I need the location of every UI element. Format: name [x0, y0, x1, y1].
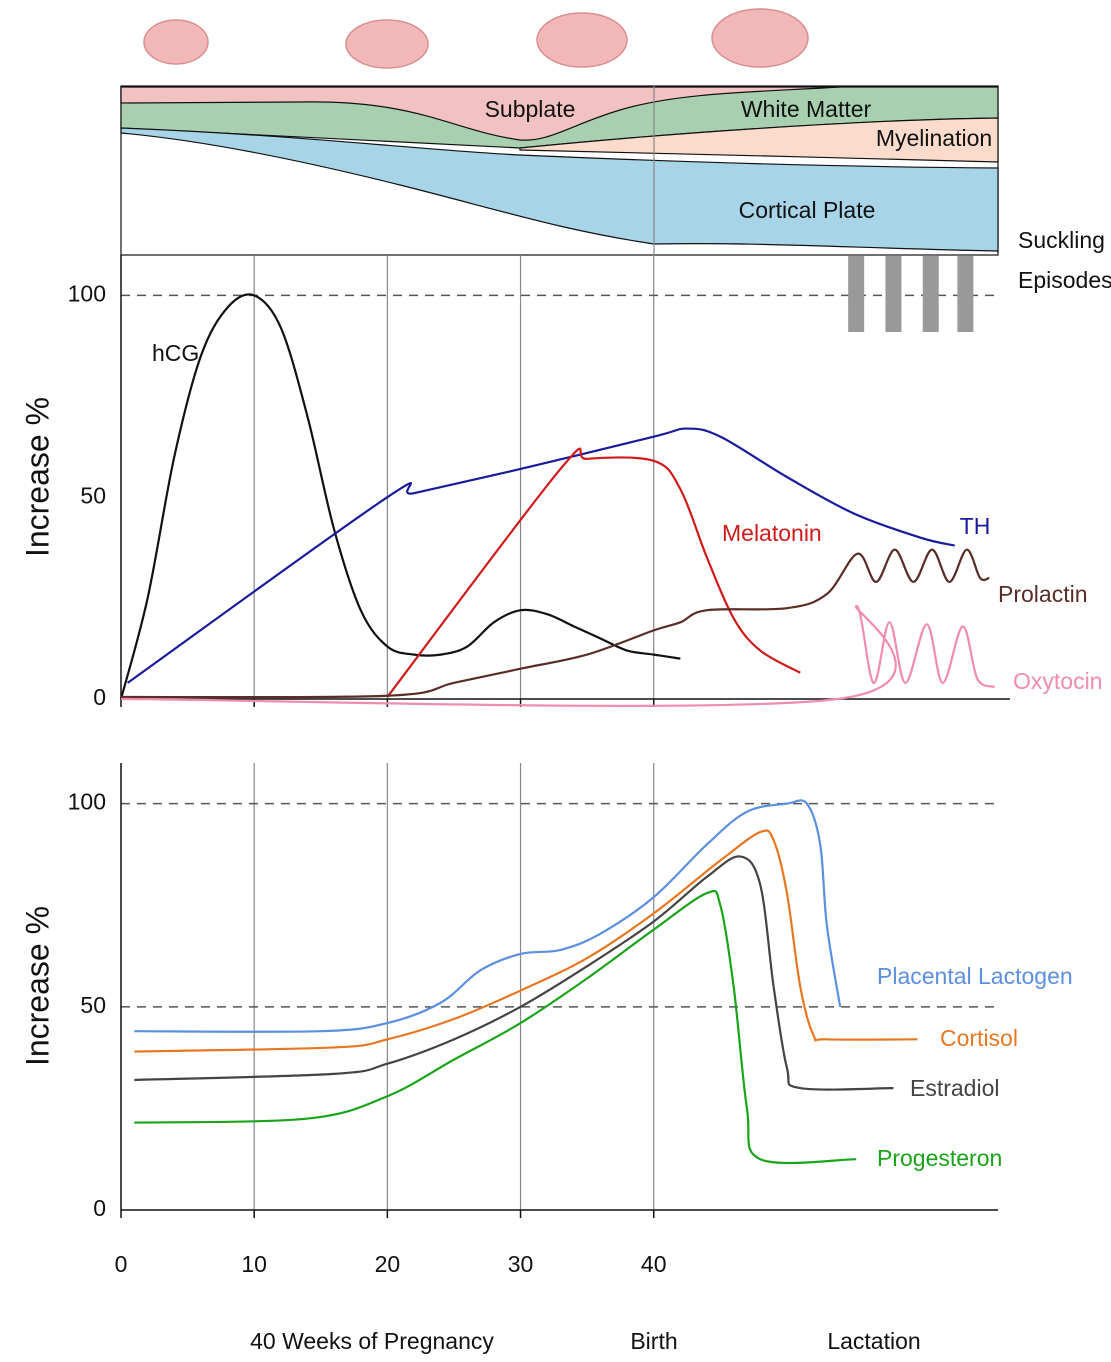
- y-tick-label: 0: [93, 1195, 106, 1221]
- layer-label: White Matter: [741, 96, 872, 122]
- series-label: TH: [960, 513, 991, 539]
- x-tick-label: 40: [641, 1251, 667, 1277]
- y-tick-label: 50: [80, 992, 106, 1018]
- layer-label: Subplate: [485, 96, 576, 122]
- brain-icon: [345, 19, 429, 69]
- cortical-plate-layer: [120, 127, 999, 252]
- series-line: [134, 855, 894, 1091]
- series-line: [127, 427, 955, 684]
- series-label: Prolactin: [998, 581, 1087, 607]
- x-tick-label: 20: [375, 1251, 401, 1277]
- layer-label: Myelination: [876, 125, 992, 151]
- brain-icons: [143, 8, 809, 69]
- series-line: [134, 829, 918, 1053]
- period-label: Birth: [630, 1328, 677, 1354]
- x-tick-label: 10: [241, 1251, 267, 1277]
- series-label: Progesteron: [877, 1145, 1002, 1171]
- y-tick-label: 50: [80, 482, 106, 508]
- y-tick-label: 100: [68, 280, 106, 306]
- suckling-bar: [922, 256, 939, 332]
- cortex-layers: [120, 85, 999, 256]
- series-label: Melatonin: [722, 520, 822, 546]
- series-label: Cortisol: [940, 1025, 1018, 1051]
- brain-icon: [536, 12, 628, 68]
- period-label: 40 Weeks of Pregnancy: [250, 1328, 494, 1354]
- suckling-bar: [885, 256, 902, 332]
- suckling-label: Episodes: [1018, 267, 1111, 293]
- series-label: Placental Lactogen: [877, 963, 1073, 989]
- period-label: Lactation: [827, 1328, 920, 1354]
- series-label: Estradiol: [910, 1075, 999, 1101]
- layer-label: Cortical Plate: [739, 197, 876, 223]
- myelination-layer: [519, 117, 999, 163]
- series-label: Oxytocin: [1013, 668, 1102, 694]
- x-tick-label: 30: [508, 1251, 534, 1277]
- brain-icon: [711, 8, 809, 68]
- brain-icon: [143, 19, 209, 65]
- y-axis-label: Increase %: [19, 906, 55, 1066]
- series-line: [386, 447, 801, 698]
- suckling-bar: [848, 256, 865, 332]
- y-tick-label: 100: [68, 789, 106, 815]
- series-line: [119, 293, 681, 700]
- series-line: [120, 548, 990, 699]
- series-line: [134, 799, 842, 1033]
- y-axis-label: Increase %: [19, 397, 55, 557]
- series-label: hCG: [152, 340, 199, 366]
- suckling-label: Suckling: [1018, 227, 1105, 253]
- x-tick-label: 0: [115, 1251, 128, 1277]
- series-line: [134, 889, 857, 1165]
- y-tick-label: 0: [93, 684, 106, 710]
- subplate-layer: [120, 86, 841, 141]
- suckling-bar: [957, 256, 974, 332]
- series-line: [120, 605, 996, 707]
